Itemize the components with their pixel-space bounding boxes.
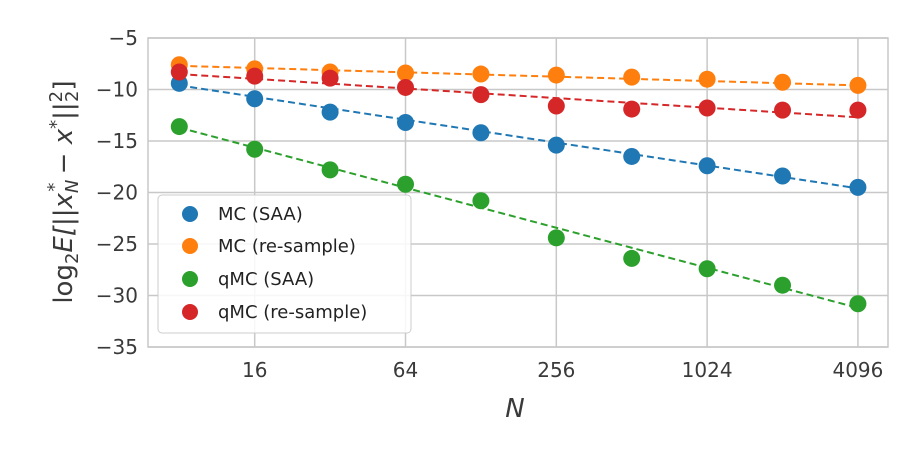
point-qmc-saa: [698, 260, 716, 278]
x-tick-label: 64: [393, 358, 418, 382]
point-mc-saa: [246, 90, 264, 108]
point-qmc-saa: [547, 229, 565, 247]
point-qmc-saa: [321, 161, 339, 179]
point-qmc-re-sample: [397, 78, 415, 96]
legend-marker-qmc-saa: [182, 271, 198, 287]
fit-line-mc-re-sample: [179, 64, 858, 87]
point-qmc-re-sample: [170, 63, 188, 81]
legend-label-qmc-resample: qMC (re-sample): [218, 302, 367, 323]
x-tick-label: 256: [537, 358, 575, 382]
y-tick-label: −35: [96, 335, 138, 359]
point-mc-re-sample: [472, 65, 490, 83]
point-mc-re-sample: [547, 66, 565, 84]
point-qmc-re-sample: [321, 69, 339, 87]
point-qmc-saa: [849, 295, 867, 313]
legend-marker-mc-resample: [182, 238, 198, 254]
point-qmc-re-sample: [472, 86, 490, 104]
point-qmc-re-sample: [547, 97, 565, 115]
legend-label-mc-saa: MC (SAA): [218, 204, 303, 225]
point-qmc-saa: [623, 249, 641, 267]
point-mc-saa: [472, 124, 490, 142]
point-qmc-saa: [472, 192, 490, 210]
data-points: [170, 56, 867, 313]
legend-label-mc-resample: MC (re-sample): [218, 236, 356, 257]
x-tick-label: 16: [242, 358, 267, 382]
y-tick-label: −15: [96, 129, 138, 153]
fit-line-qmc-re-sample: [179, 73, 858, 119]
point-mc-re-sample: [849, 76, 867, 94]
y-tick-label: −20: [96, 181, 138, 205]
point-mc-saa: [849, 178, 867, 196]
y-tick-label: −10: [96, 78, 138, 102]
legend-marker-mc-saa: [182, 206, 198, 222]
point-mc-saa: [547, 136, 565, 154]
point-qmc-re-sample: [774, 101, 792, 119]
point-qmc-re-sample: [623, 100, 641, 118]
fit-line-mc-saa: [179, 84, 859, 190]
fit-line-qmc-saa: [179, 126, 859, 309]
point-mc-saa: [397, 113, 415, 131]
legend-label-qmc-saa: qMC (SAA): [218, 269, 314, 290]
y-ticks: −35 −30 −25 −20 −15 −10 −5: [96, 26, 138, 359]
x-ticks: 16 64 256 1024 4096: [242, 358, 883, 382]
point-mc-saa: [774, 167, 792, 185]
y-tick-label: −30: [96, 284, 138, 308]
legend-marker-qmc-resample: [182, 304, 198, 320]
point-qmc-re-sample: [246, 67, 264, 85]
point-qmc-re-sample: [698, 99, 716, 117]
point-mc-re-sample: [397, 64, 415, 82]
point-mc-re-sample: [774, 73, 792, 91]
point-mc-saa: [623, 147, 641, 165]
y-axis-label: log2E[||xN* − x*||22]: [44, 80, 83, 303]
fit-lines: [179, 64, 859, 309]
legend-box: [157, 194, 412, 334]
point-qmc-saa: [246, 140, 264, 158]
point-qmc-saa: [774, 276, 792, 294]
legend: MC (SAA) MC (re-sample) qMC (SAA) qMC (r…: [157, 194, 412, 334]
x-axis-label: N: [505, 394, 524, 424]
point-qmc-saa: [397, 175, 415, 193]
point-mc-saa: [321, 103, 339, 121]
point-mc-re-sample: [698, 70, 716, 88]
point-mc-saa: [698, 157, 716, 175]
y-tick-label: −25: [96, 232, 138, 256]
point-qmc-saa: [170, 118, 188, 136]
point-mc-re-sample: [623, 68, 641, 86]
x-tick-label: 4096: [832, 358, 883, 382]
x-tick-label: 1024: [682, 358, 733, 382]
point-qmc-re-sample: [849, 101, 867, 119]
y-tick-label: −5: [109, 26, 138, 50]
